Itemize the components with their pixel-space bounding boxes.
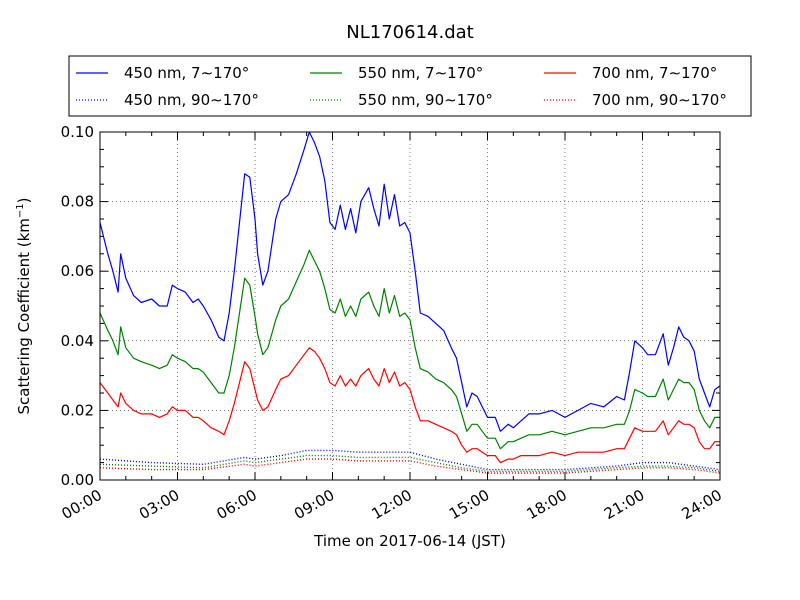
x-axis-label: Time on 2017-06-14 (JST) — [313, 532, 506, 550]
series-line-1 — [99, 449, 721, 471]
y-tick-label: 0.08 — [61, 193, 94, 211]
legend-entries: 450 nm, 7∼170° 450 nm, 90∼170° 550 nm, 7∼1… — [76, 64, 727, 109]
y-axis-label-main: Scattering Coefficient (km — [15, 218, 33, 414]
legend-label-3: 550 nm, 90∼170° — [358, 91, 493, 109]
legend-label-0: 450 nm, 7∼170° — [124, 64, 249, 82]
grid-lines — [100, 132, 720, 480]
y-tick-label: 0.02 — [61, 401, 94, 419]
legend-label-5: 700 nm, 90∼170° — [592, 91, 727, 109]
chart-title: NL170614.dat — [346, 22, 473, 43]
series-line-4 — [99, 347, 720, 464]
series-line-2 — [99, 249, 720, 450]
y-tick-label: 0.00 — [61, 471, 94, 489]
axis-ticks — [99, 131, 721, 481]
legend-box — [68, 55, 752, 117]
legend-label-1: 450 nm, 90∼170° — [124, 91, 259, 109]
y-axis-label: Scattering Coefficient (km−1) — [15, 197, 33, 414]
y-tick-label: 0.04 — [61, 332, 94, 350]
y-axis-label-close: ) — [15, 197, 33, 203]
y-tick-labels: 0.00 0.02 0.04 0.06 0.08 0.10 — [61, 123, 94, 489]
series-line-0 — [99, 131, 721, 432]
legend-label-4: 700 nm, 7∼170° — [592, 64, 717, 82]
y-tick-label: 0.06 — [61, 262, 94, 280]
y-axis-label-superscript: −1 — [15, 203, 26, 218]
legend-label-2: 550 nm, 7∼170° — [358, 64, 483, 82]
series-lines — [99, 131, 721, 474]
legend: 450 nm, 7∼170° 450 nm, 90∼170° 550 nm, 7∼1… — [68, 55, 752, 117]
y-tick-label: 0.10 — [61, 123, 94, 141]
